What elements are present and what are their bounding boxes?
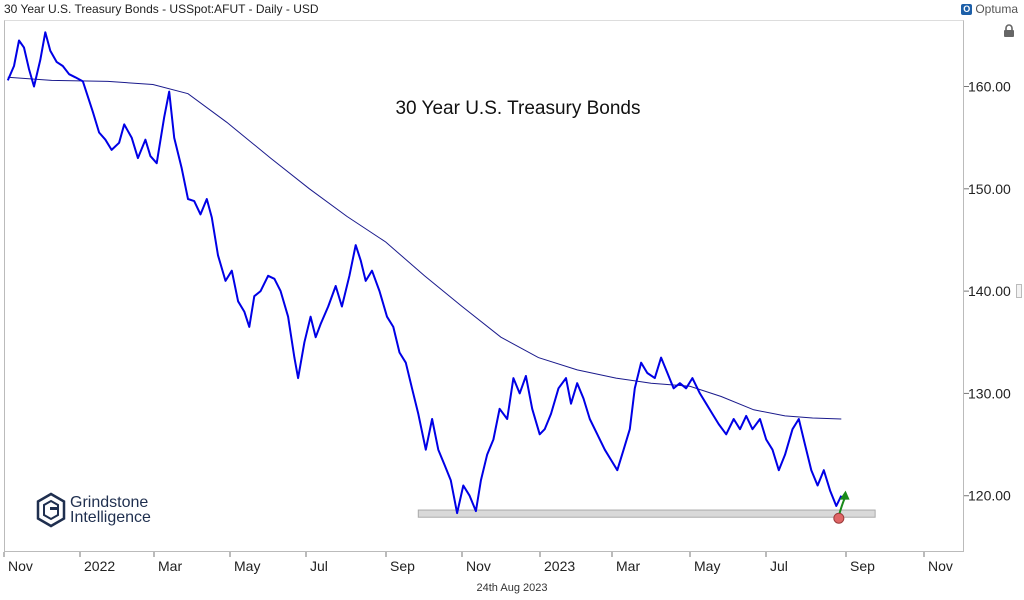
x-tick-label: Mar bbox=[616, 558, 640, 574]
x-tick-label: Jul bbox=[770, 558, 788, 574]
x-tick-label: Sep bbox=[390, 558, 415, 574]
y-tick-label: 120.00 bbox=[968, 488, 1011, 504]
chart-title: 30 Year U.S. Treasury Bonds bbox=[395, 98, 640, 119]
low-marker bbox=[833, 512, 845, 524]
x-tick-label: Mar bbox=[158, 558, 182, 574]
price-line bbox=[6, 31, 843, 515]
plot-area-frame bbox=[4, 20, 964, 552]
optuma-icon: O bbox=[961, 3, 973, 15]
x-tick-label: Jul bbox=[310, 558, 328, 574]
moving-average-line bbox=[7, 76, 842, 420]
brand-logo: O Optuma bbox=[961, 2, 1018, 16]
support-zone bbox=[417, 509, 876, 518]
lock-icon[interactable] bbox=[1002, 24, 1016, 38]
grindstone-logo: Grindstone Intelligence bbox=[36, 492, 151, 528]
y-tick-label: 130.00 bbox=[968, 385, 1011, 401]
x-tick-label: 2023 bbox=[544, 558, 575, 574]
x-tick-label: May bbox=[234, 558, 260, 574]
x-tick-label: 2022 bbox=[84, 558, 115, 574]
x-tick-label: Sep bbox=[850, 558, 875, 574]
logo-line-2: Intelligence bbox=[70, 509, 151, 526]
x-tick-label: May bbox=[694, 558, 720, 574]
chart-header-title: 30 Year U.S. Treasury Bonds - USSpot:AFU… bbox=[4, 2, 319, 16]
current-date: 24th Aug 2023 bbox=[476, 582, 548, 594]
brand-name: Optuma bbox=[975, 2, 1018, 16]
y-tick-label: 140.00 bbox=[968, 283, 1011, 299]
x-tick-label: Nov bbox=[928, 558, 953, 574]
up-arrow-icon bbox=[838, 490, 850, 514]
x-tick-label: Nov bbox=[466, 558, 491, 574]
y-tick-label: 150.00 bbox=[968, 181, 1011, 197]
axis-scroll-handle[interactable] bbox=[1016, 284, 1022, 298]
x-tick-label: Nov bbox=[8, 558, 33, 574]
hexagon-logo-icon bbox=[36, 492, 66, 528]
logo-line-1: Grindstone bbox=[70, 494, 149, 511]
y-tick-label: 160.00 bbox=[968, 79, 1011, 95]
